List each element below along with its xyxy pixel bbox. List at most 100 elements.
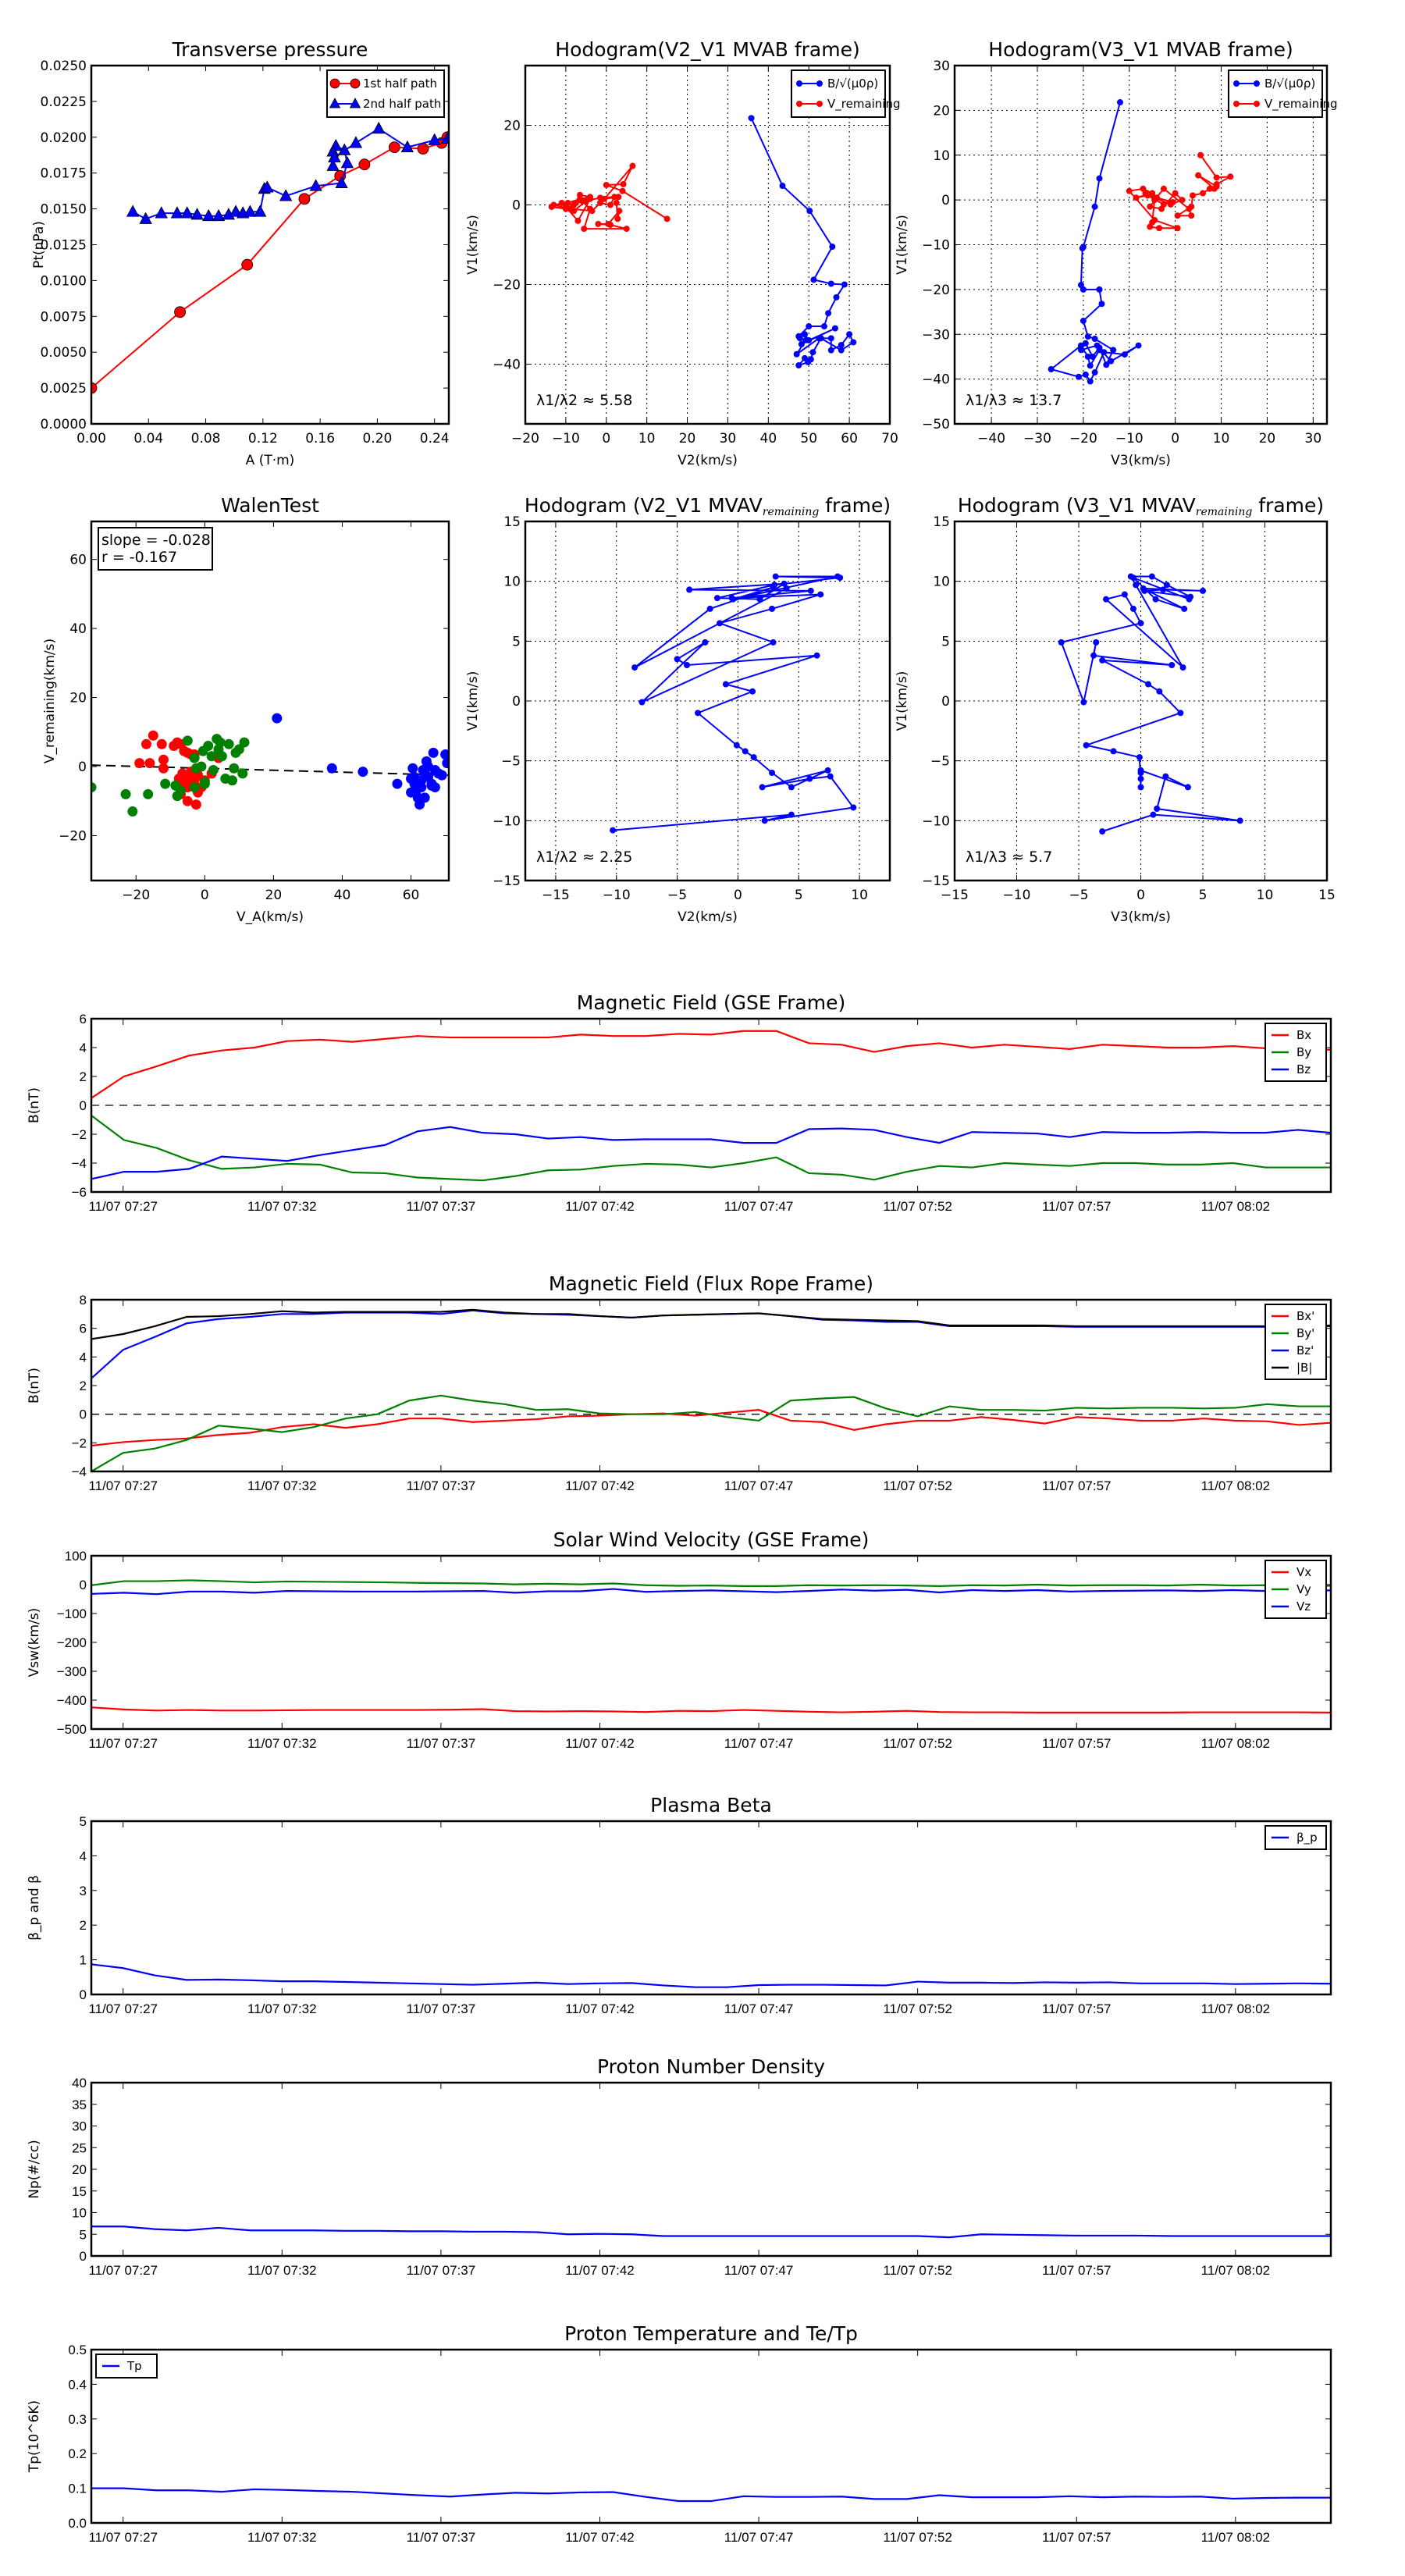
y-tick-label: −15 [922, 873, 950, 889]
x-tick-label: −10 [1115, 431, 1144, 447]
scatter-point [182, 795, 193, 806]
x-tick-label: 11/07 07:47 [724, 2263, 794, 2278]
y-tick-label: 0.2 [68, 2446, 87, 2461]
data-point [742, 748, 749, 755]
walen-test-frame [90, 520, 450, 882]
y-tick-label: 0.1 [68, 2482, 87, 2496]
legend-marker [350, 78, 361, 89]
data-point [261, 180, 274, 193]
x-tick-label: 20 [1259, 431, 1276, 447]
y-tick-label: 0.0125 [41, 238, 87, 254]
solar-wind-velocity-chart: 11/07 07:27 11/07 07:32 11/07 07:37 11/07 0… [27, 1528, 1332, 1751]
solar-wind-velocity-plot-area [91, 1579, 1331, 1714]
y-tick-label: −500 [57, 1722, 87, 1737]
data-point [1137, 770, 1144, 776]
y-tick-label: 6 [80, 1012, 87, 1026]
scatter-point [407, 763, 418, 774]
data-point [338, 143, 351, 155]
x-tick-label: 0.20 [362, 431, 392, 447]
data-point [1151, 194, 1158, 201]
scatter-point [412, 792, 423, 803]
data-point [571, 208, 578, 215]
y-tick-label: 20 [503, 119, 521, 134]
y-tick-label: 10 [933, 575, 950, 590]
x-tick-label: 0 [1136, 888, 1145, 903]
x-tick-label: −5 [667, 888, 687, 903]
data-point [829, 244, 836, 251]
data-point [1179, 664, 1186, 671]
x-tick-label: 11/07 08:02 [1201, 2001, 1271, 2016]
data-point [1096, 286, 1103, 293]
chart-title: Magnetic Field (GSE Frame) [577, 991, 845, 1014]
y-tick-label: 0.0 [68, 2516, 87, 2531]
y-tick-label: 6 [80, 1322, 87, 1336]
data-point [1108, 358, 1115, 365]
scatter-point [127, 806, 138, 817]
data-point [1098, 301, 1105, 308]
legend-box [791, 69, 886, 118]
x-tick-label: 10 [851, 888, 868, 903]
data-point [810, 276, 817, 283]
data-point [279, 189, 293, 201]
data-point [1147, 223, 1154, 230]
legend-label: Vx [1297, 1565, 1311, 1579]
data-point [1137, 784, 1144, 791]
x-tick-label: −40 [977, 431, 1005, 447]
data-point [254, 205, 267, 217]
x-tick-label: 11/07 07:52 [883, 1736, 952, 1751]
data-point [1091, 369, 1098, 376]
x-tick-label: 50 [800, 431, 817, 447]
series-by-line [91, 1115, 1331, 1182]
x-tick-label: 11/07 07:32 [247, 1199, 317, 1214]
data-point [1077, 347, 1084, 354]
scatter-point [120, 788, 131, 799]
y-tick-label: −20 [922, 283, 950, 298]
fit-line [91, 764, 449, 777]
y-tick-label: −2 [72, 1436, 87, 1450]
data-point [1087, 378, 1094, 385]
data-point [769, 770, 776, 776]
scatter-point [189, 782, 200, 793]
data-point [1156, 225, 1163, 232]
data-point [212, 208, 226, 222]
x-tick-label: 0.08 [191, 431, 221, 447]
x-tick-label: 0 [1171, 431, 1179, 447]
data-point [1096, 347, 1103, 354]
x-tick-label: 11/07 07:32 [247, 2530, 317, 2545]
data-point [1160, 185, 1167, 192]
legend-label: |B| [1297, 1361, 1312, 1375]
y-tick-label: 20 [72, 2162, 87, 2177]
scatter-point [143, 788, 154, 799]
y-tick-label: 15 [933, 514, 950, 530]
series-1st-half-path-line [91, 137, 448, 389]
x-tick-label: 0.24 [420, 431, 450, 447]
y-tick-label: 30 [933, 59, 950, 74]
legend-label: Bz' [1297, 1343, 1314, 1357]
chart-title: Proton Number Density [597, 2055, 825, 2078]
scatter-point [158, 763, 169, 774]
y-tick-label: −2 [72, 1127, 87, 1142]
y-axis-label: Pt(nPa) [31, 221, 47, 269]
legend-label: V_remaining [1264, 97, 1338, 112]
data-point [748, 115, 755, 122]
x-tick-label: 0 [602, 431, 610, 447]
legend-marker [1254, 80, 1260, 87]
data-point [802, 336, 809, 343]
data-point [558, 199, 565, 206]
data-point [335, 176, 348, 188]
x-tick-label: 11/07 07:47 [724, 1478, 794, 1493]
x-tick-label: 11/07 07:37 [407, 1736, 476, 1751]
data-point [631, 664, 638, 671]
scatter-point [208, 764, 219, 775]
x-tick-label: −20 [1069, 431, 1097, 447]
x-tick-label: 11/07 07:42 [565, 2001, 635, 2016]
data-point [606, 201, 614, 208]
data-point [827, 335, 834, 342]
legend-label: Bx' [1297, 1309, 1314, 1323]
data-point [749, 688, 756, 695]
data-point [813, 652, 820, 659]
hodogram-v3v1-mvav-plot-area [1058, 573, 1243, 835]
legend-label: B/√(μ0ρ) [827, 76, 878, 91]
hodogram-v2v1-mvab-plot-area [548, 115, 857, 369]
scatter-point [442, 758, 449, 769]
